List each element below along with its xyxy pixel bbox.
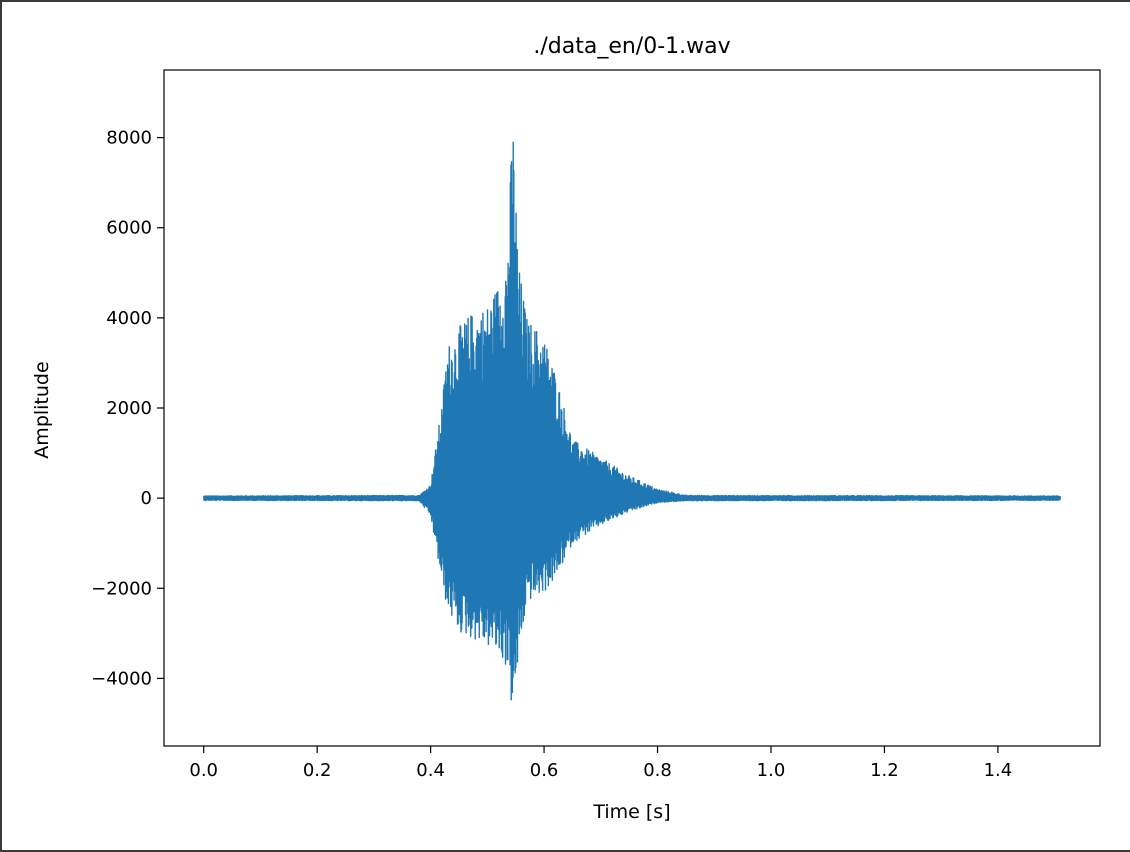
- x-tick-label: 1.0: [757, 760, 786, 781]
- y-tick-label: 0: [141, 488, 152, 509]
- axes-frame: [163, 69, 1101, 747]
- x-tick-label: 1.2: [870, 760, 899, 781]
- x-tick-label: 0.8: [643, 760, 672, 781]
- x-axis: 0.0 0.2 0.4 0.6 0.8 1.0 1.2 1.4: [189, 746, 1012, 781]
- y-tick-label: 4000: [106, 308, 152, 329]
- x-tick-label: 0.6: [530, 760, 559, 781]
- y-axis-label: Amplitude: [31, 361, 53, 458]
- x-tick-label: 0.4: [416, 760, 445, 781]
- y-tick-label: −2000: [91, 578, 152, 599]
- plot-area: [203, 141, 1061, 701]
- x-tick-label: 0.0: [189, 760, 218, 781]
- y-axis: −4000 −2000 0 2000 4000 6000 8000: [91, 128, 164, 689]
- y-tick-label: 6000: [106, 218, 152, 239]
- y-tick-label: 2000: [106, 398, 152, 419]
- y-tick-label: 8000: [106, 128, 152, 149]
- x-tick-label: 0.2: [303, 760, 332, 781]
- waveform-series-line: [203, 141, 1061, 701]
- x-tick-label: 1.4: [984, 760, 1013, 781]
- x-axis-label: Time [s]: [592, 801, 670, 823]
- chart-title: ./data_en/0-1.wav: [533, 34, 730, 59]
- y-tick-label: −4000: [91, 668, 152, 689]
